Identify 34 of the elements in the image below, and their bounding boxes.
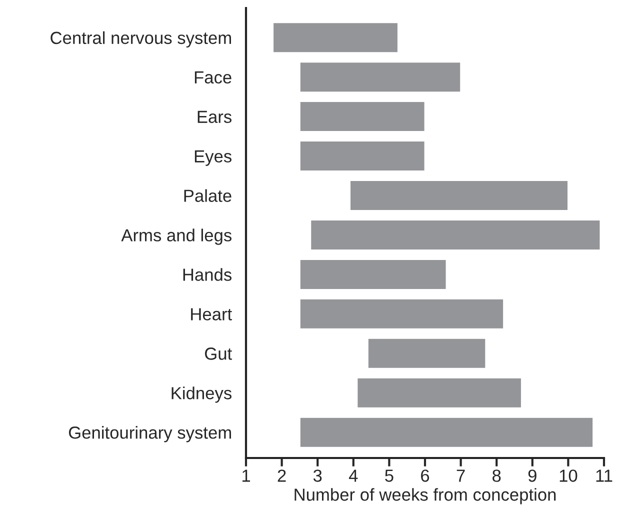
y-tick-label: Heart [191, 308, 232, 320]
x-tick-label: 8 [492, 470, 501, 482]
bar [272, 22, 399, 54]
x-tick-label: 4 [348, 470, 358, 482]
x-tick-label: 5 [385, 470, 394, 482]
y-tick-label: Face [194, 71, 232, 84]
y-tick-label: Kidneys [172, 386, 232, 403]
x-axis-title: Number of weeks from conception [294, 488, 556, 504]
x-tick-label: 2 [278, 470, 286, 482]
y-tick-label: Genitourinary system [68, 426, 231, 442]
bar [299, 140, 426, 172]
y-tick-label: Palate [184, 189, 232, 202]
bar [310, 219, 602, 251]
bar [299, 61, 462, 93]
bar [299, 298, 504, 330]
bar [356, 376, 522, 409]
bar [349, 180, 569, 212]
y-tick-label: Gut [205, 348, 232, 360]
bar [367, 338, 487, 370]
y-tick-label: Central nervous system [50, 31, 231, 48]
y-tick-label: Ears [198, 110, 232, 124]
x-tick-label: 11 [596, 470, 612, 482]
x-tick-label: 9 [528, 470, 536, 482]
x-tick-label: 7 [456, 470, 465, 482]
y-tick-label: Eyes [194, 150, 232, 166]
x-tick-label: 3 [313, 470, 322, 482]
x-tick-label: 6 [421, 470, 430, 482]
bar [299, 416, 594, 448]
y-tick-label: Hands [183, 268, 232, 281]
bar [299, 100, 426, 132]
x-tick-label: 10 [560, 470, 578, 482]
bar [299, 258, 448, 290]
x-tick-label: 1 [242, 470, 250, 482]
y-tick-label: Arms and legs [121, 228, 232, 245]
